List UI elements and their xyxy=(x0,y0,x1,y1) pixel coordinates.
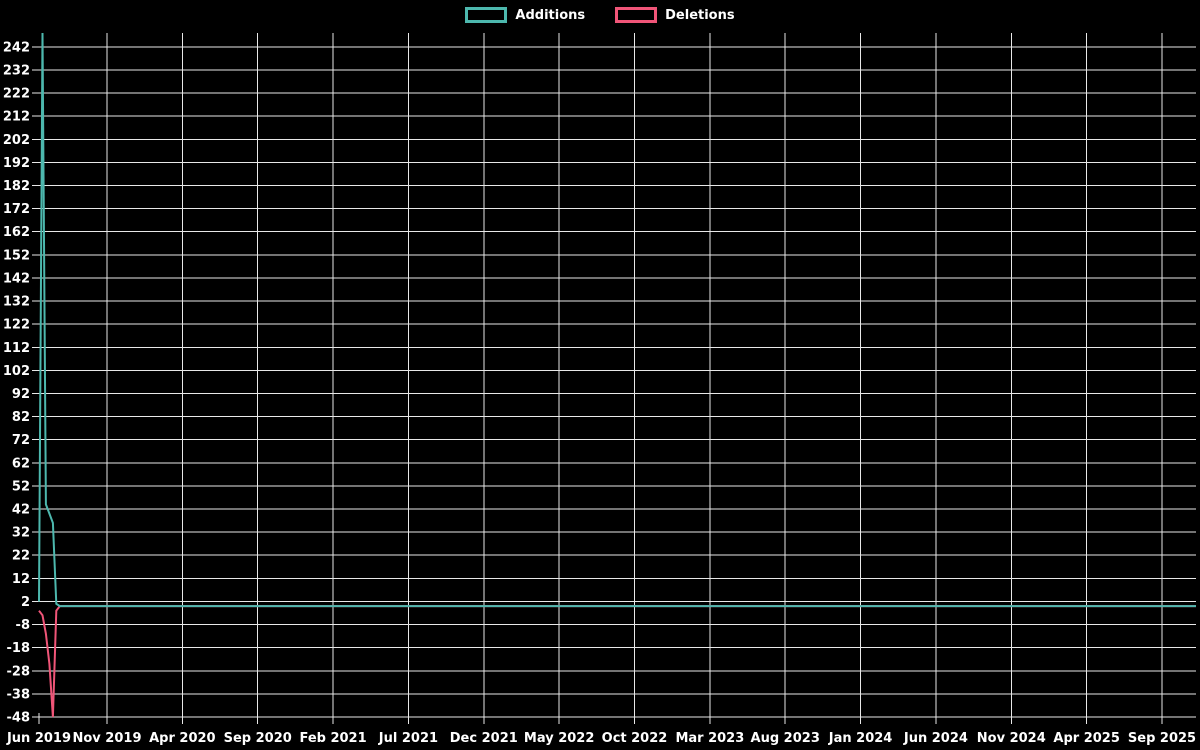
y-tick-label: 222 xyxy=(3,87,30,102)
y-tick-label: 132 xyxy=(3,295,30,310)
legend-item-additions[interactable]: Additions xyxy=(465,7,585,23)
x-tick-label: Mar 2023 xyxy=(675,731,744,746)
x-tick-label: Oct 2022 xyxy=(602,731,668,746)
x-tick-label: Sep 2020 xyxy=(224,731,292,746)
y-tick-label: 192 xyxy=(3,156,30,171)
y-tick-label: 172 xyxy=(3,202,30,217)
y-tick-label: 2 xyxy=(21,595,30,610)
y-tick-label: 182 xyxy=(3,179,30,194)
x-tick-label: Nov 2024 xyxy=(977,731,1046,746)
y-tick-label: 12 xyxy=(12,572,30,587)
legend-item-deletions[interactable]: Deletions xyxy=(615,7,735,23)
y-tick-label: 142 xyxy=(3,271,30,286)
x-tick-label: Jun 2024 xyxy=(903,731,968,746)
y-tick-label: 82 xyxy=(12,410,30,425)
y-tick-label: -18 xyxy=(7,641,31,656)
y-tick-label: 202 xyxy=(3,133,30,148)
y-tick-label: 42 xyxy=(12,503,30,518)
additions-line xyxy=(38,32,1196,608)
y-tick-label: -38 xyxy=(7,687,31,702)
x-tick-label: May 2022 xyxy=(524,731,595,746)
y-tick-label: 212 xyxy=(3,110,30,125)
axis-labels: 2422322222122021921821721621521421321221… xyxy=(3,40,1196,746)
x-tick-label: Aug 2023 xyxy=(751,731,820,746)
x-tick-label: Jan 2024 xyxy=(828,731,893,746)
x-tick-label: Sep 2025 xyxy=(1128,731,1196,746)
y-tick-label: 122 xyxy=(3,318,30,333)
x-tick-label: Apr 2025 xyxy=(1053,731,1120,746)
additions-swatch-icon xyxy=(465,7,508,23)
gridlines xyxy=(32,33,1196,724)
legend-label-additions: Additions xyxy=(515,7,586,23)
x-tick-label: Jun 2019 xyxy=(6,731,71,746)
y-tick-label: 52 xyxy=(12,479,30,494)
y-tick-label: -28 xyxy=(7,664,31,679)
y-tick-label: 92 xyxy=(12,387,30,402)
y-tick-label: 32 xyxy=(12,526,30,541)
y-tick-label: -8 xyxy=(16,618,30,633)
deletions-swatch-icon xyxy=(615,7,658,23)
x-tick-label: Dec 2021 xyxy=(450,731,518,746)
x-tick-label: Apr 2020 xyxy=(149,731,216,746)
y-tick-label: 232 xyxy=(3,63,30,78)
y-tick-label: 242 xyxy=(3,40,30,55)
y-tick-label: 152 xyxy=(3,248,30,263)
y-tick-label: 112 xyxy=(3,341,30,356)
deletions-line xyxy=(38,605,1196,718)
series-lines xyxy=(38,32,1196,718)
chart-legend: Additions Deletions xyxy=(0,7,1200,23)
x-tick-label: Nov 2019 xyxy=(73,731,142,746)
y-tick-label: 162 xyxy=(3,225,30,240)
y-tick-label: 22 xyxy=(12,549,30,564)
x-tick-label: Feb 2021 xyxy=(299,731,366,746)
y-tick-label: -48 xyxy=(7,711,31,726)
x-tick-label: Jul 2021 xyxy=(378,731,438,746)
y-tick-label: 102 xyxy=(3,364,30,379)
y-tick-label: 62 xyxy=(12,456,30,471)
legend-label-deletions: Deletions xyxy=(665,7,735,23)
y-tick-label: 72 xyxy=(12,433,30,448)
